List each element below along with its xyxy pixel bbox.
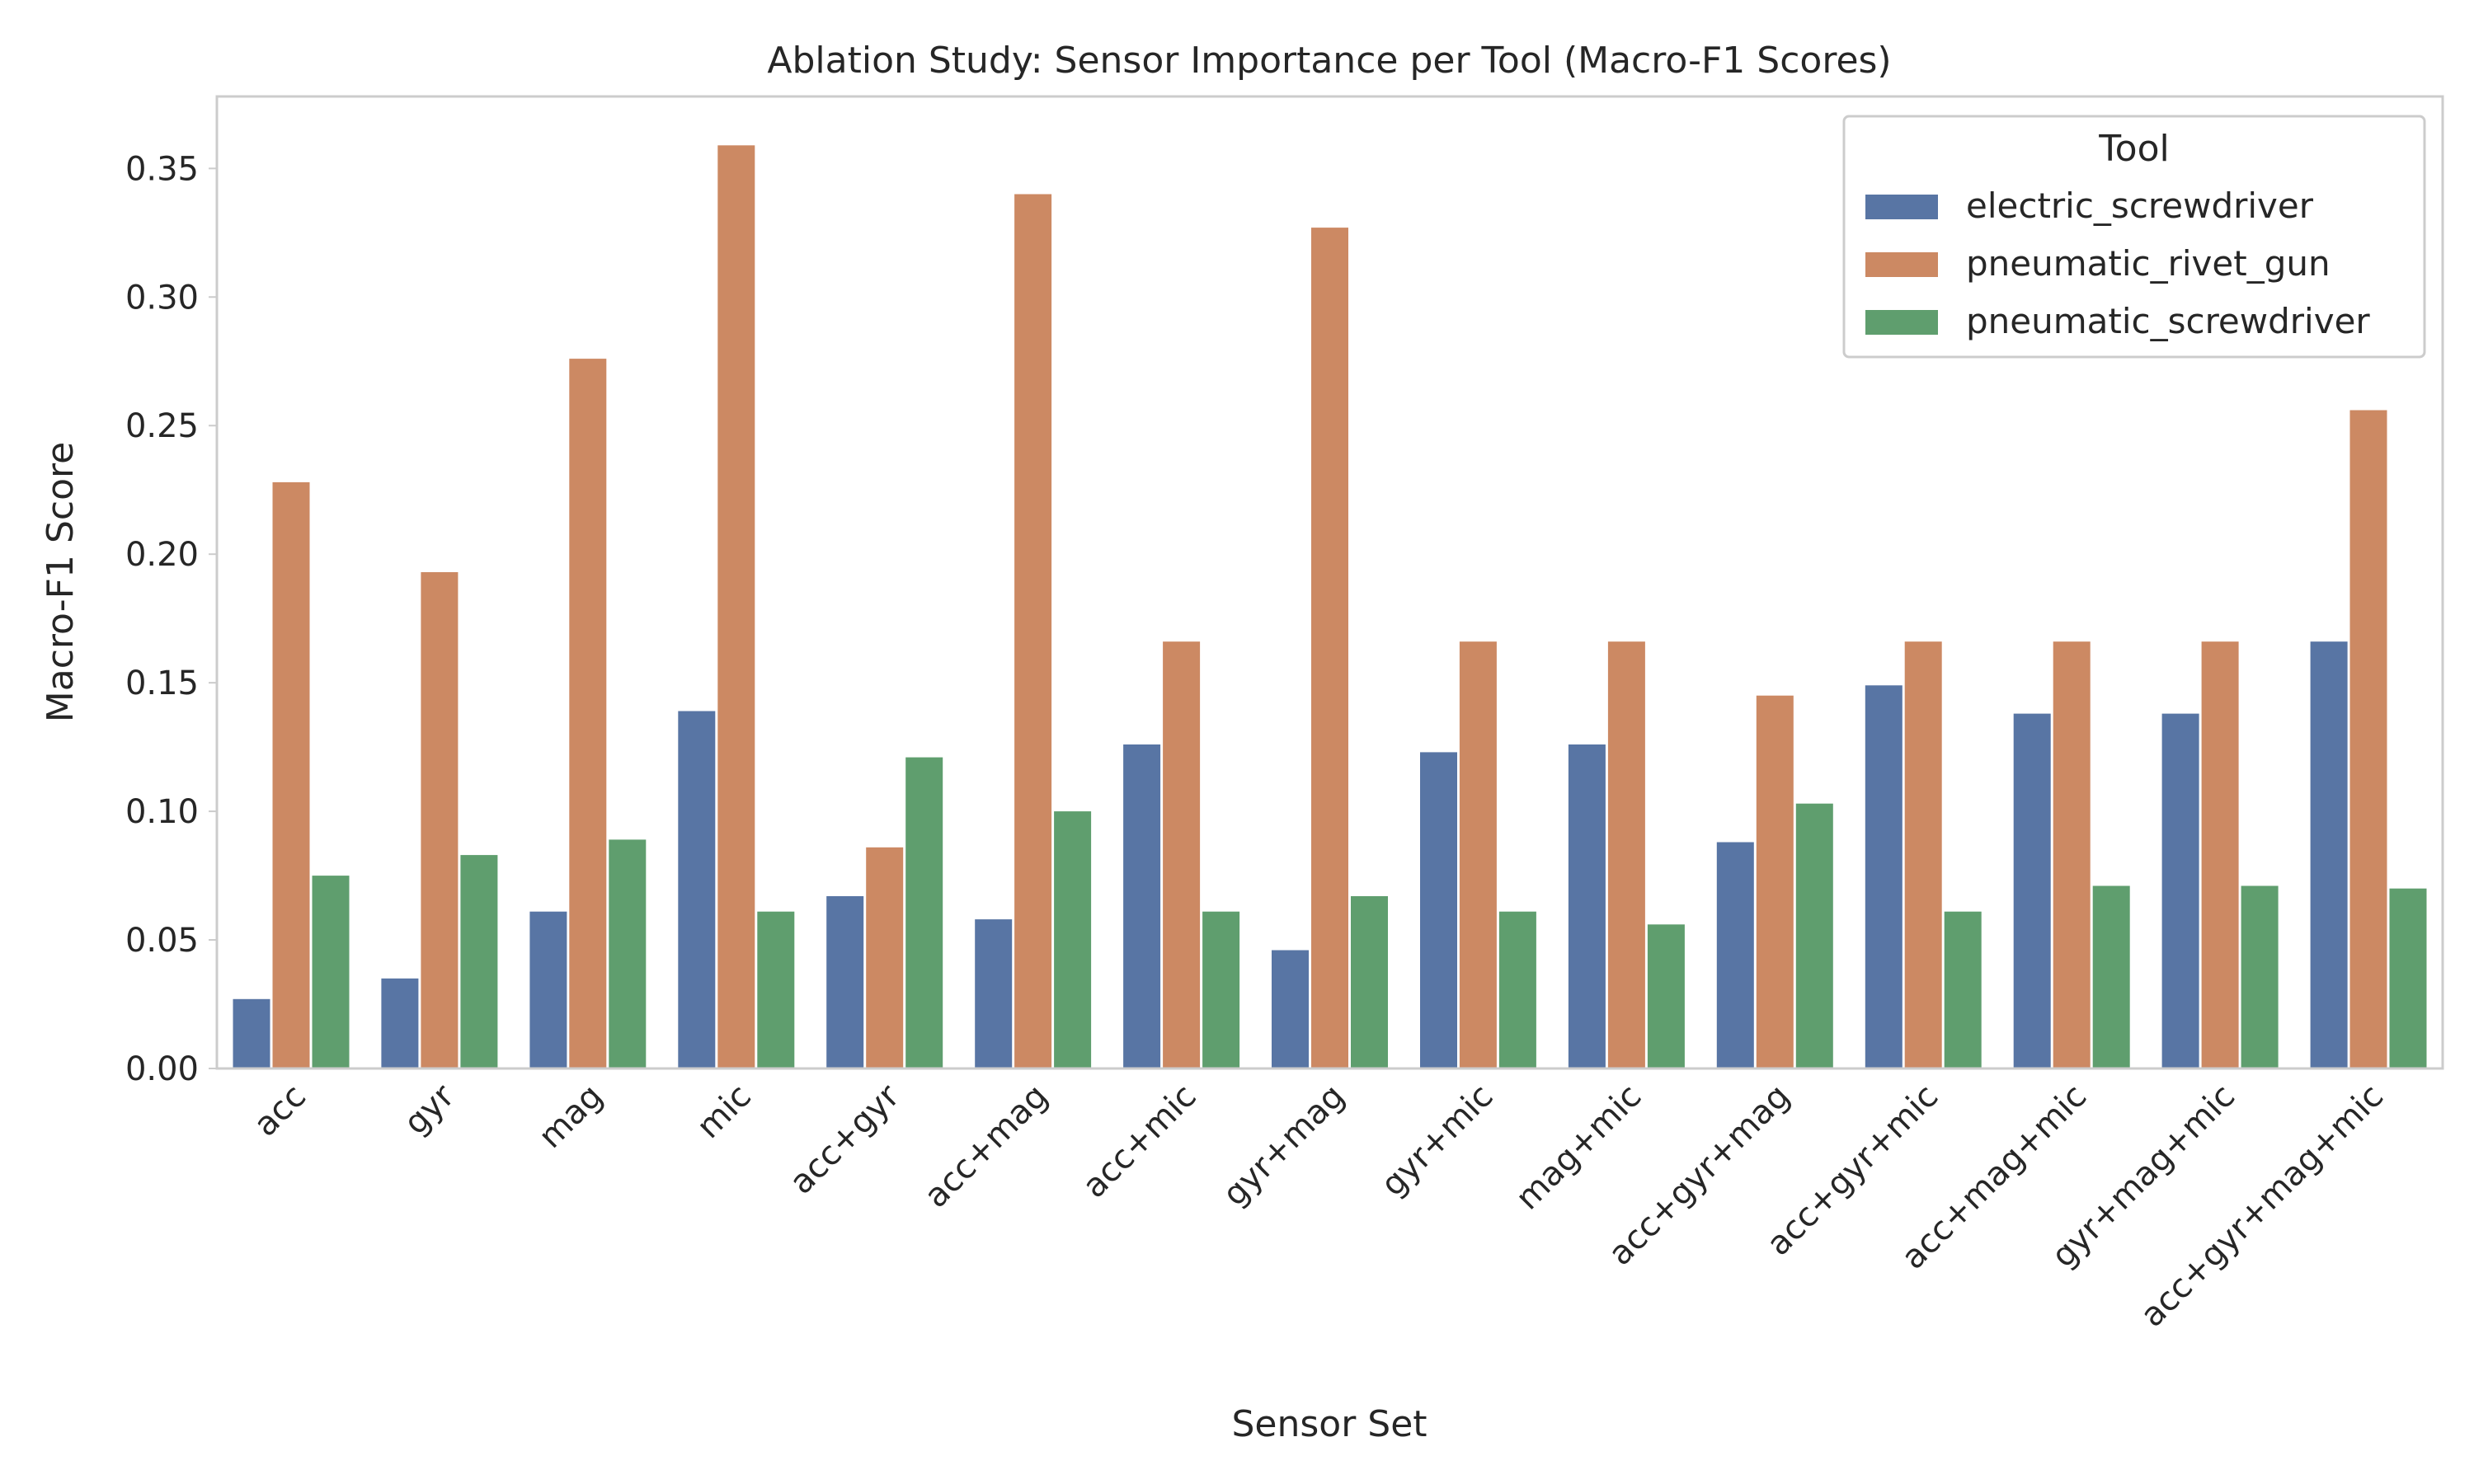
legend-swatch-pneumatic_screwdriver (1865, 310, 1938, 335)
x-tick-label: mag+mic (1508, 1078, 1649, 1218)
bar-pneumatic_screwdriver-acc+mag (1054, 811, 1092, 1068)
bar-pneumatic_rivet_gun-acc+gyr+mic (1904, 641, 1942, 1068)
bar-pneumatic_screwdriver-acc+gyr+mag (1795, 803, 1833, 1068)
bar-electric_screwdriver-acc+gyr+mag (1716, 842, 1754, 1068)
x-tick-label: mag (532, 1078, 610, 1156)
y-tick-label: 0.30 (125, 279, 199, 317)
plot-frame (215, 95, 2444, 1070)
bar-electric_screwdriver-mic (678, 711, 716, 1068)
bar-pneumatic_screwdriver-acc (312, 876, 350, 1068)
y-axis-label: Macro-F1 Score (40, 442, 82, 722)
bar-pneumatic_screwdriver-acc+gyr+mag+mic (2389, 888, 2427, 1068)
bar-pneumatic_screwdriver-acc+gyr+mic (1944, 911, 1982, 1068)
bar-pneumatic_rivet_gun-gyr+mic (1459, 641, 1497, 1068)
bar-pneumatic_rivet_gun-acc+mic (1163, 641, 1201, 1068)
x-tick-label: gyr+mag (1216, 1078, 1352, 1214)
bar-pneumatic_screwdriver-gyr+mag (1351, 896, 1388, 1068)
x-tick-label: gyr+mic (1374, 1078, 1501, 1205)
bar-electric_screwdriver-acc+gyr (826, 896, 864, 1068)
bar-electric_screwdriver-acc+mic (1123, 744, 1161, 1068)
legend-box (1842, 115, 2426, 359)
y-tick-label: 0.05 (125, 922, 199, 960)
y-axis-ticks: 0.00 0.05 0.10 0.15 0.20 0.25 0.30 0.35 (125, 150, 217, 1088)
bar-electric_screwdriver-acc+gyr+mag+mic (2310, 641, 2348, 1068)
bar-pneumatic_screwdriver-gyr (460, 855, 498, 1068)
bar-pneumatic_screwdriver-acc+mag+mic (2092, 885, 2130, 1068)
y-tick-label: 0.00 (125, 1050, 199, 1088)
bar-pneumatic_rivet_gun-acc+mag+mic (2053, 641, 2091, 1068)
bar-pneumatic_rivet_gun-acc+gyr (866, 847, 904, 1068)
bar-pneumatic_rivet_gun-mag (569, 359, 607, 1069)
legend-swatch-electric_screwdriver (1865, 195, 1938, 219)
x-axis-ticks: acc gyr mag mic acc+gyr acc+mag acc+mic gyr+mag… (247, 1077, 2391, 1335)
x-tick-label: acc+mic (1075, 1078, 1204, 1206)
bar-electric_screwdriver-acc (233, 998, 270, 1068)
bar-pneumatic_screwdriver-mag+mic (1647, 924, 1685, 1068)
bar-electric_screwdriver-gyr+mag (1272, 950, 1309, 1068)
bar-pneumatic_rivet_gun-gyr+mag+mic (2201, 641, 2239, 1068)
bar-pneumatic_screwdriver-acc+mic (1202, 911, 1240, 1068)
bar-pneumatic_rivet_gun-mic (717, 145, 755, 1068)
bar-electric_screwdriver-gyr+mic (1420, 752, 1457, 1068)
bar-electric_screwdriver-gyr+mag+mic (2161, 713, 2199, 1068)
legend-label-pneumatic_rivet_gun: pneumatic_rivet_gun (1966, 243, 2331, 284)
legend-items: electric_screwdriver pneumatic_rivet_gunp… (1865, 186, 2370, 341)
bar-pneumatic_rivet_gun-acc (272, 481, 310, 1068)
x-axis-label: Sensor Set (1231, 1403, 1427, 1445)
bar-electric_screwdriver-acc+mag+mic (2013, 713, 2051, 1068)
y-tick-label: 0.25 (125, 407, 199, 445)
legend-title: Tool (2098, 128, 2169, 170)
chart-title: Ablation Study: Sensor Importance per To… (767, 40, 1891, 82)
bar-pneumatic_rivet_gun-acc+gyr+mag+mic (2349, 410, 2387, 1068)
y-tick-label: 0.10 (125, 793, 199, 831)
legend-swatch-pneumatic_rivet_gun (1865, 252, 1938, 277)
bar-pneumatic_rivet_gun-gyr+mag (1311, 228, 1348, 1069)
y-tick-label: 0.20 (125, 536, 199, 574)
bar-electric_screwdriver-acc+mag (975, 919, 1013, 1068)
bar-pneumatic_rivet_gun-acc+gyr+mag (1756, 695, 1794, 1068)
legend: Tool electric_screwdriver pneumatic_rivet… (1842, 115, 2426, 359)
bar-pneumatic_screwdriver-acc+gyr (905, 757, 943, 1068)
x-tick-label: mic (689, 1078, 758, 1146)
y-tick-label: 0.35 (125, 150, 199, 188)
bar-electric_screwdriver-acc+gyr+mic (1865, 685, 1903, 1068)
y-tick-label: 0.15 (125, 665, 199, 702)
bar-pneumatic_screwdriver-gyr+mag+mic (2241, 885, 2279, 1068)
x-tick-label: acc (247, 1078, 313, 1144)
bar-electric_screwdriver-mag (529, 911, 567, 1068)
x-tick-label: acc+mag (917, 1078, 1056, 1216)
x-tick-label: gyr (397, 1077, 462, 1142)
legend-label-pneumatic_screwdriver: pneumatic_screwdriver (1966, 301, 2370, 341)
bar-pneumatic_rivet_gun-acc+mag (1014, 194, 1052, 1068)
x-tick-label: acc+gyr+mag+mic (2133, 1078, 2391, 1335)
bars-group (233, 145, 2427, 1069)
legend-label-electric_screwdriver: electric_screwdriver (1966, 186, 2314, 226)
x-tick-label: acc+gyr (783, 1077, 907, 1201)
bar-pneumatic_rivet_gun-mag+mic (1607, 641, 1645, 1068)
bar-pneumatic_screwdriver-gyr+mic (1498, 911, 1536, 1068)
bar-pneumatic_screwdriver-mag (609, 839, 647, 1068)
bar-pneumatic_rivet_gun-gyr (421, 572, 459, 1068)
bar-electric_screwdriver-mag+mic (1568, 744, 1606, 1068)
bar-electric_screwdriver-gyr (381, 978, 419, 1068)
bar-pneumatic_screwdriver-mic (757, 911, 795, 1068)
